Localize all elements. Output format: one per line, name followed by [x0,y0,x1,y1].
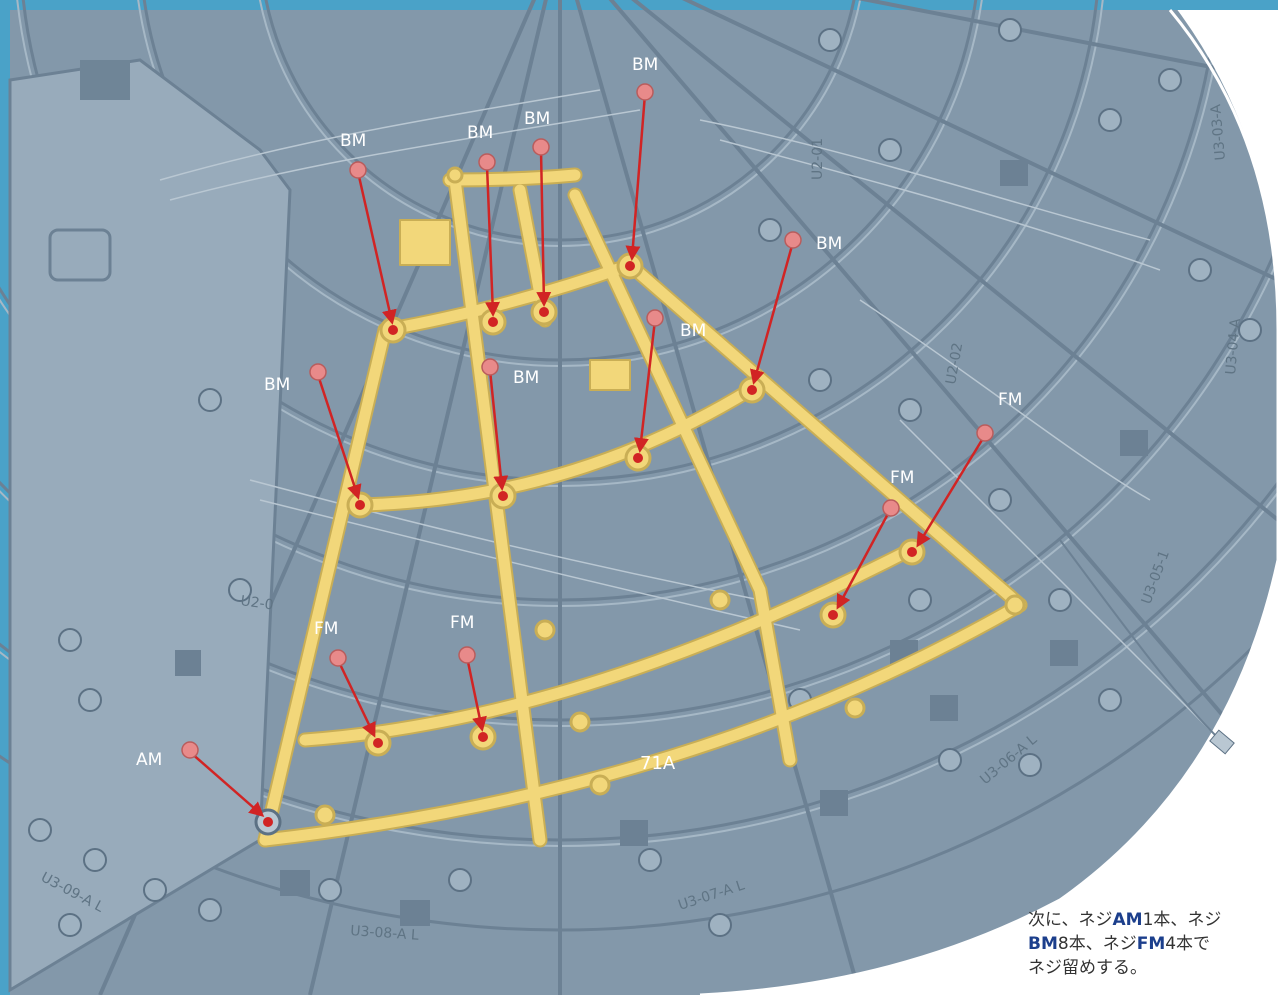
label-fm-3: FM [314,619,338,639]
loose-cable [1059,539,1221,741]
label-bm-8: BM [816,234,842,254]
screw-labels: BM BM BM BM BM BM BM BM FM FM FM FM AM 7… [136,55,1022,774]
stamp-u2-left: U2-0 [239,593,274,613]
stamp-u3-03: U3-03-A [1208,103,1229,161]
instruction-text: 次に、ネジAM1本、ネジ BM8本、ネジFM4本で ネジ留めする。 [1028,908,1278,980]
screw-heads [181,83,994,759]
label-fm-4: FM [450,613,474,633]
part-label-71a: 71A [640,753,676,774]
instruction-line-2: BM8本、ネジFM4本で [1028,934,1211,954]
label-fm-1: FM [998,390,1022,410]
stamp-u3-04: U3-04-A [1223,317,1244,375]
label-bm-4: BM [632,55,658,75]
label-bm-2: BM [467,123,493,143]
instruction-line-1: 次に、ネジAM1本、ネジ [1028,910,1222,930]
cable-connector [1209,729,1235,755]
label-bm-1: BM [340,131,366,151]
screw-target-dots [263,261,917,827]
stamp-u2-02: U2-02 [943,342,966,386]
label-bm-5: BM [264,375,290,395]
screw-arrows [189,93,987,817]
label-bm-7: BM [680,321,706,341]
stamp-u3-08: U3-08-A L [350,923,420,944]
label-fm-2: FM [890,468,914,488]
label-bm-3: BM [524,109,550,129]
label-am: AM [136,750,162,770]
label-bm-6: BM [513,368,539,388]
disc-edge [699,9,1278,995]
stamp-u2-01: U2-01 [810,138,826,180]
instruction-line-3: ネジ留めする。 [1028,958,1147,978]
